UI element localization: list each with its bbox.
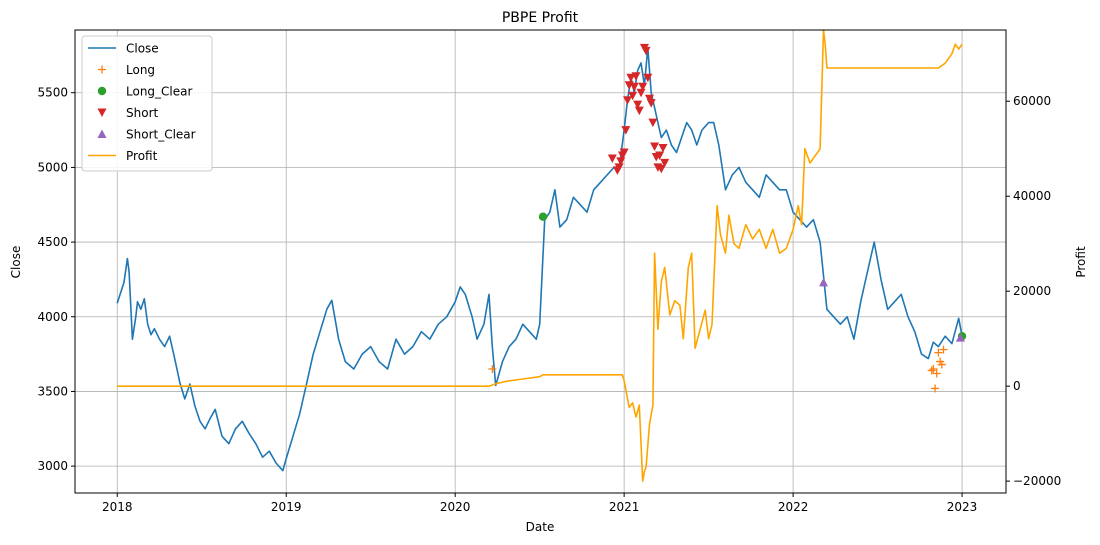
series-markers [488, 43, 967, 393]
marker-short-2 [614, 163, 624, 172]
marker-short-11 [629, 82, 639, 92]
marker-short-26 [655, 151, 665, 160]
y2-tick-label-3: 40000 [1013, 189, 1051, 203]
marker-short-21 [646, 99, 656, 108]
legend-label-long: Long [126, 63, 155, 77]
marker-short-10 [628, 91, 638, 101]
series-line-close [116, 47, 963, 472]
series-line-profit [117, 29, 963, 482]
marker-short-9 [626, 73, 636, 83]
marker-long-2 [929, 365, 938, 374]
chart-title: PBPE Profit [502, 10, 579, 26]
legend-label-short-clear: Short_Clear [126, 128, 196, 142]
legend-label-short: Short [126, 106, 158, 120]
x-axis-ticks: 2018 2019 2020 2021 2022 2023 [102, 493, 977, 514]
x-axis-label: Date [526, 520, 555, 534]
marker-short-clear-1 [955, 333, 965, 342]
marker-short-29 [660, 158, 670, 168]
legend-label-long-clear: Long_Clear [126, 85, 192, 99]
y-tick-label-1: 3500 [37, 384, 68, 398]
marker-short-13 [633, 100, 643, 110]
marker-long-3 [931, 384, 940, 393]
marker-long-7 [937, 360, 946, 369]
x-tick-label-4: 2022 [778, 500, 809, 514]
x-tick-label-0: 2018 [102, 500, 133, 514]
y2-axis-ticks: −20000 0 20000 40000 60000 [1006, 94, 1061, 488]
marker-short-23 [650, 142, 660, 151]
marker-short-7 [623, 96, 633, 105]
marker-short-0 [607, 154, 617, 163]
marker-short-28 [658, 143, 668, 153]
marker-long-1 [927, 366, 936, 375]
x-tick-label-2: 2020 [440, 500, 471, 514]
y-tick-label-4: 5000 [37, 160, 68, 174]
marker-short-12 [631, 72, 641, 81]
legend-label-close: Close [126, 42, 159, 56]
y-tick-label-0: 3000 [37, 459, 68, 473]
marker-short-3 [616, 157, 626, 166]
y2-axis-label: Profit [1074, 246, 1088, 278]
y-tick-label-5: 5500 [37, 86, 68, 100]
marker-short-27 [656, 164, 666, 174]
marker-short-5 [619, 148, 629, 157]
marker-short-15 [636, 88, 646, 98]
marker-long-8 [939, 345, 948, 354]
grid-lines [75, 30, 1006, 493]
marker-long-0 [488, 365, 497, 374]
marker-short-16 [638, 82, 648, 92]
marker-long-clear-0 [538, 212, 548, 221]
legend: Close Long Long_Clear Short Short_Clear Profi… [81, 35, 213, 172]
y-axis-ticks: 3000 3500 4000 4500 5000 5500 [37, 86, 75, 473]
plot-frame [74, 29, 1007, 494]
marker-long-5 [934, 348, 943, 357]
legend-swatch-short-clear [97, 129, 107, 138]
marker-short-20 [644, 94, 654, 104]
legend-label-profit: Profit [126, 149, 158, 163]
legend-swatch-long [98, 65, 106, 74]
marker-short-19 [643, 73, 653, 83]
x-tick-label-5: 2023 [947, 500, 978, 514]
y2-tick-label-1: 0 [1013, 379, 1021, 393]
x-tick-label-3: 2021 [609, 500, 640, 514]
y-tick-label-3: 4500 [37, 235, 68, 249]
series-lines [116, 29, 963, 482]
legend-swatch-long-clear [97, 86, 107, 96]
x-tick-label-1: 2019 [271, 500, 302, 514]
y-tick-label-2: 4000 [37, 310, 68, 324]
marker-short-22 [648, 118, 658, 128]
marker-short-14 [634, 106, 644, 116]
marker-short-6 [621, 126, 631, 135]
y2-tick-label-0: −20000 [1013, 474, 1061, 488]
marker-short-clear-0 [819, 277, 829, 287]
legend-frame [81, 35, 213, 172]
y2-tick-label-4: 60000 [1013, 94, 1051, 108]
y-axis-label: Close [9, 246, 23, 279]
marker-long-4 [932, 369, 941, 378]
marker-short-18 [641, 46, 651, 56]
legend-swatch-short [97, 108, 107, 117]
y2-tick-label-2: 20000 [1013, 284, 1051, 298]
